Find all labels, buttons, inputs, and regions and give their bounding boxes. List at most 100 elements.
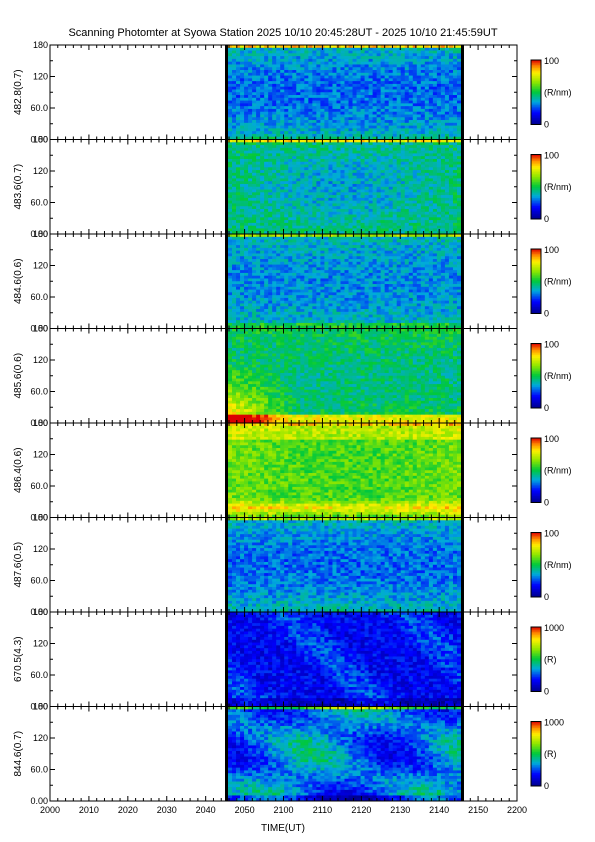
heatmap-cell	[284, 98, 288, 101]
heatmap-cell	[252, 153, 256, 156]
heatmap-cell	[393, 128, 397, 131]
heatmap-cell	[345, 73, 349, 76]
heatmap-cell	[272, 165, 276, 168]
heatmap-cell	[292, 67, 296, 70]
heatmap-cell	[244, 176, 248, 179]
heatmap-cell	[268, 134, 272, 137]
panel-ylabel: 482.8(0.7)	[13, 69, 24, 115]
heatmap-cell	[324, 187, 328, 190]
heatmap-cell	[248, 187, 252, 190]
heatmap-cell	[365, 145, 369, 148]
heatmap-cell	[260, 120, 264, 123]
heatmap-cell	[385, 178, 389, 181]
heatmap-cell	[264, 84, 268, 87]
heatmap-cell	[345, 178, 349, 181]
heatmap-cell	[280, 212, 284, 215]
heatmap-cell	[397, 95, 401, 98]
heatmap-cell	[252, 103, 256, 106]
heatmap-cell	[284, 81, 288, 84]
heatmap-cell	[324, 198, 328, 201]
heatmap-cell	[256, 215, 260, 218]
heatmap-cell	[365, 192, 369, 195]
heatmap-cell	[340, 153, 344, 156]
heatmap-cell	[353, 190, 357, 193]
heatmap-cell	[260, 228, 264, 231]
heatmap-cell	[264, 226, 268, 229]
heatmap-cell	[441, 123, 445, 126]
heatmap-cell	[433, 56, 437, 59]
heatmap-cell	[304, 203, 308, 206]
heatmap-cell	[413, 67, 417, 70]
heatmap-cell	[284, 92, 288, 95]
heatmap-cell	[252, 98, 256, 101]
heatmap-cell	[345, 98, 349, 101]
heatmap-cell	[264, 59, 268, 62]
heatmap-cell	[385, 114, 389, 117]
heatmap-cell	[268, 81, 272, 84]
heatmap-cell	[272, 148, 276, 151]
heatmap-cell	[280, 226, 284, 229]
heatmap-cell	[324, 195, 328, 198]
colorbar-0: 1000(R/nm)	[531, 56, 572, 130]
heatmap-cell	[381, 103, 385, 106]
heatmap-cell	[316, 117, 320, 120]
heatmap-cell	[240, 226, 244, 229]
heatmap-cell	[296, 76, 300, 79]
heatmap-cell	[349, 53, 353, 56]
heatmap-cell	[260, 126, 264, 129]
heatmap-cell	[288, 212, 292, 215]
heatmap-cell	[393, 217, 397, 220]
heatmap-cell	[345, 201, 349, 204]
heatmap-cell	[425, 134, 429, 137]
heatmap-cell	[236, 87, 240, 90]
heatmap-cell	[320, 181, 324, 184]
heatmap-cell	[328, 48, 332, 51]
heatmap-cell	[252, 206, 256, 209]
heatmap-cell	[276, 170, 280, 173]
heatmap-cell	[353, 215, 357, 218]
heatmap-cell	[437, 92, 441, 95]
heatmap-cell	[353, 101, 357, 104]
heatmap-cell	[304, 142, 308, 145]
heatmap-cell	[365, 209, 369, 212]
heatmap-cell	[272, 220, 276, 223]
heatmap-cell	[369, 87, 373, 90]
heatmap-cell	[340, 48, 344, 51]
heatmap-cell	[284, 178, 288, 181]
heatmap-cell	[417, 67, 421, 70]
heatmap-cell	[332, 176, 336, 179]
heatmap-cell	[252, 159, 256, 162]
heatmap-cell	[236, 187, 240, 190]
heatmap-cell	[437, 76, 441, 79]
heatmap-cell	[397, 128, 401, 131]
heatmap-cell	[345, 70, 349, 73]
heatmap-cell	[312, 212, 316, 215]
heatmap-cell	[389, 187, 393, 190]
heatmap-cell	[345, 217, 349, 220]
heatmap-cell	[268, 226, 272, 229]
heatmap-cell	[425, 131, 429, 134]
heatmap-cell	[389, 112, 393, 115]
heatmap-cell	[389, 101, 393, 104]
heatmap-cell	[288, 184, 292, 187]
heatmap-cell	[272, 226, 276, 229]
heatmap-cell	[385, 201, 389, 204]
heatmap-cell	[328, 167, 332, 170]
heatmap-cell	[381, 215, 385, 218]
heatmap-cell	[377, 190, 381, 193]
heatmap-cell	[433, 106, 437, 109]
heatmap-cell	[320, 131, 324, 134]
heatmap-cell	[320, 167, 324, 170]
heatmap-cell	[284, 184, 288, 187]
heatmap-cell	[236, 131, 240, 134]
heatmap-cell	[288, 201, 292, 204]
heatmap-cell	[320, 206, 324, 209]
heatmap-cell	[304, 114, 308, 117]
heatmap-cell	[441, 64, 445, 67]
heatmap-cell	[377, 170, 381, 173]
heatmap-cell	[389, 167, 393, 170]
heatmap-cell	[312, 159, 316, 162]
heatmap-cell	[316, 228, 320, 231]
heatmap-cell	[324, 109, 328, 112]
heatmap-cell	[373, 123, 377, 126]
